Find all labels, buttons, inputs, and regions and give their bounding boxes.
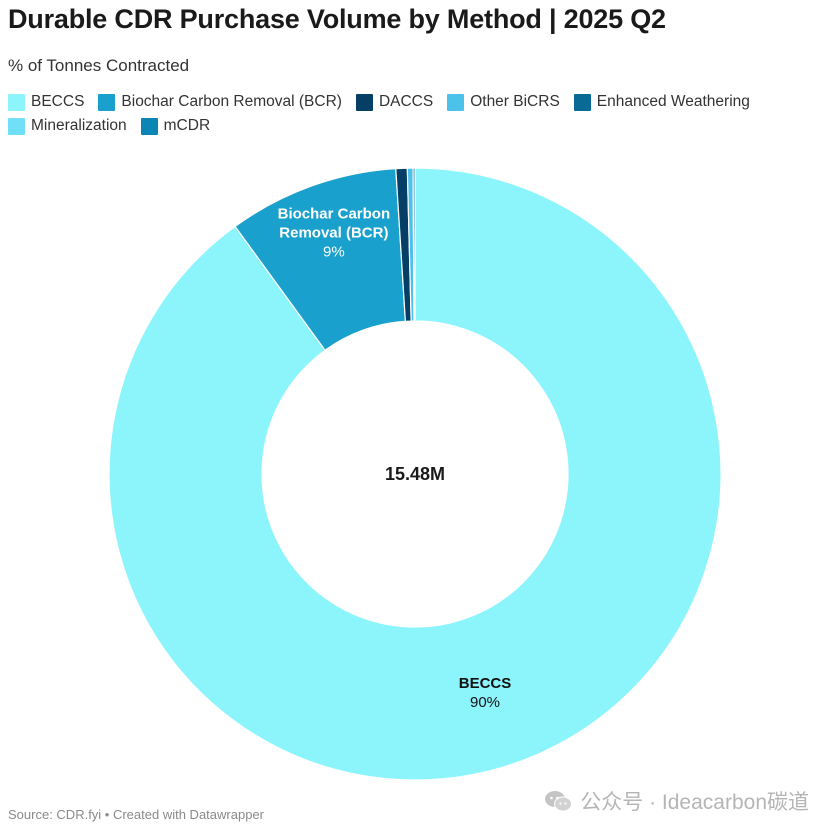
legend-swatch — [140, 117, 158, 135]
chart-legend: BECCS Biochar Carbon Removal (BCR) DACCS Ot… — [8, 92, 798, 136]
chart-title: Durable CDR Purchase Volume by Method | … — [8, 4, 666, 34]
source-credit: Source: CDR.fyi • Created with Datawrapp… — [8, 807, 264, 822]
legend-swatch — [8, 117, 25, 135]
legend-swatch — [98, 93, 116, 111]
legend-item-mineralization: Mineralization — [8, 116, 127, 136]
watermark: 公众号 · Ideacarbon碳道 — [544, 786, 809, 816]
legend-swatch — [447, 93, 465, 111]
slice-beccs — [108, 167, 722, 781]
center-total-label: 15.48M — [385, 464, 445, 484]
legend-label: Biochar Carbon Removal (BCR) — [121, 93, 342, 110]
watermark-text: 公众号 · Ideacarbon碳道 — [580, 791, 809, 814]
legend-swatch — [573, 93, 591, 111]
slice-label-biochar-carbon-removal-bcr: Biochar Carbon — [278, 206, 391, 223]
chart-subtitle: % of Tonnes Contracted — [8, 56, 190, 75]
slice-label-beccs: BECCS — [459, 675, 512, 692]
donut-slices — [108, 167, 722, 781]
legend-item-daccs: DACCS — [355, 92, 434, 112]
legend-label: Enhanced Weathering — [596, 93, 750, 110]
legend-item-mcdr: mCDR — [140, 116, 211, 136]
legend-label: BECCS — [31, 93, 85, 110]
legend-item-biochar-carbon-removal-bcr: Biochar Carbon Removal (BCR) — [98, 92, 342, 112]
slice-labels: BECCS 90% Biochar Carbon Removal (BCR) 9% — [278, 206, 512, 711]
slice-enhanced-weathering — [412, 167, 416, 322]
legend-item-enhanced-weathering: Enhanced Weathering — [573, 92, 750, 112]
legend-swatch — [355, 93, 373, 111]
legend-label: mCDR — [163, 117, 211, 134]
slice-value-biochar-carbon-removal-bcr: 9% — [323, 244, 345, 261]
legend-label: DACCS — [378, 93, 434, 110]
slice-value-beccs: 90% — [470, 694, 500, 711]
legend-label: Other BiCRS — [470, 93, 560, 110]
wechat-icon — [545, 791, 573, 812]
legend-label: Mineralization — [31, 117, 127, 134]
legend-item-other-bicrs: Other BiCRS — [447, 92, 560, 112]
legend-swatch — [8, 93, 25, 111]
slice-label-biochar-carbon-removal-bcr: Removal (BCR) — [279, 225, 388, 242]
legend-item-beccs: BECCS — [8, 92, 84, 112]
